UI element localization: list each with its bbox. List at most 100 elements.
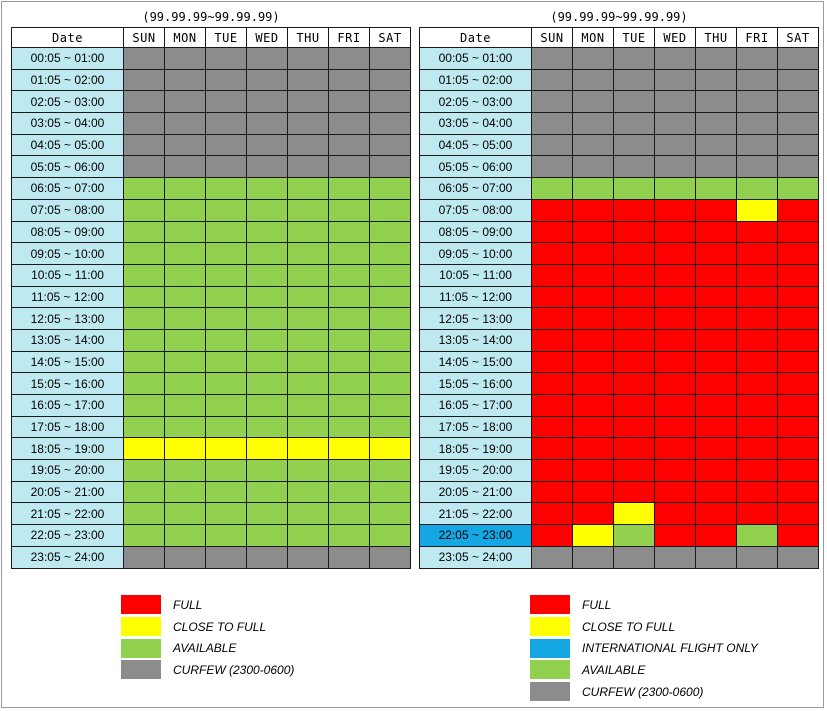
table-row: 02:05 ~ 03:00 (419, 90, 819, 114)
slot-status-cell (328, 68, 370, 92)
table-row: 09:05 ~ 10:00 (11, 242, 411, 265)
slot-status-cell (123, 350, 165, 374)
slot-status-cell (205, 112, 247, 135)
slot-status-cell (572, 328, 614, 352)
table-row: 01:05 ~ 02:00 (419, 68, 819, 92)
slot-status-cell (572, 47, 614, 70)
slot-status-cell (572, 502, 614, 526)
slot-status-cell (613, 133, 655, 157)
slot-status-cell (777, 524, 819, 547)
slot-status-cell (695, 502, 737, 526)
slot-status-cell (572, 112, 614, 135)
slot-status-cell (695, 198, 737, 222)
slot-status-cell (164, 285, 206, 309)
slot-status-cell (777, 285, 819, 309)
legend-item: CURFEW (2300-0600) (530, 681, 758, 703)
time-slot-label: 10:05 ~ 11:00 (11, 263, 124, 287)
slot-status-cell (123, 502, 165, 526)
slot-status-cell (205, 155, 247, 179)
table-row: 05:05 ~ 06:00 (419, 155, 819, 179)
slot-status-cell (164, 68, 206, 92)
slot-status-cell (531, 242, 573, 265)
table-row: 02:05 ~ 03:00 (11, 90, 411, 114)
slot-status-cell (531, 307, 573, 330)
time-slot-label: 05:05 ~ 06:00 (11, 155, 124, 179)
slot-status-cell (123, 545, 165, 569)
slot-status-cell (695, 263, 737, 287)
date-range-label: (99.99.99~99.99.99) (142, 10, 280, 24)
date-column-header: Date (419, 27, 532, 48)
time-slot-label: 14:05 ~ 15:00 (11, 350, 124, 374)
slot-status-cell (123, 133, 165, 157)
slot-status-cell (328, 198, 370, 222)
table-row: 20:05 ~ 21:00 (11, 480, 411, 504)
slot-status-cell (123, 307, 165, 330)
table-row: 05:05 ~ 06:00 (11, 155, 411, 179)
slot-status-cell (369, 394, 411, 417)
slot-status-cell (695, 242, 737, 265)
schedule-table: Date SUN MON TUE WED THU FRI SAT 00:05 ~ 01:00 01… (11, 27, 411, 569)
time-slot-label: 06:05 ~ 07:00 (11, 177, 124, 200)
slot-status-cell (164, 177, 206, 200)
slot-status-cell (531, 47, 573, 70)
slot-status-cell (164, 133, 206, 157)
slot-status-cell (613, 155, 655, 179)
legend-swatch (121, 660, 161, 680)
slot-status-cell (736, 415, 778, 439)
date-column-header: Date (11, 27, 124, 48)
slot-status-cell (205, 307, 247, 330)
slot-status-cell (613, 198, 655, 222)
slot-status-cell (531, 350, 573, 374)
legend-swatch (530, 595, 570, 615)
slot-status-cell (572, 263, 614, 287)
slot-status-cell (736, 198, 778, 222)
legend-label: CURFEW (2300-0600) (173, 662, 295, 677)
slot-status-cell (695, 415, 737, 439)
table-row: 10:05 ~ 11:00 (11, 263, 411, 287)
day-column-header: MON (572, 27, 614, 48)
table-row: 15:05 ~ 16:00 (11, 372, 411, 395)
slot-status-cell (287, 437, 329, 461)
slot-status-cell (246, 198, 288, 222)
time-slot-label: 18:05 ~ 19:00 (419, 437, 532, 461)
table-row: 15:05 ~ 16:00 (419, 372, 819, 395)
slot-status-cell (531, 394, 573, 417)
legend-item: CLOSE TO FULL (530, 616, 758, 638)
slot-status-cell (164, 220, 206, 244)
slot-status-cell (531, 133, 573, 157)
time-slot-label: 07:05 ~ 08:00 (419, 198, 532, 222)
slot-status-cell (777, 307, 819, 330)
slot-status-cell (164, 263, 206, 287)
slot-status-cell (613, 177, 655, 200)
time-slot-label: 23:05 ~ 24:00 (11, 545, 124, 569)
slot-status-cell (164, 524, 206, 547)
slot-status-cell (777, 545, 819, 569)
time-slot-label: 19:05 ~ 20:00 (11, 459, 124, 482)
legend-label: INTERNATIONAL FLIGHT ONLY (582, 641, 758, 656)
slot-status-cell (164, 502, 206, 526)
day-column-header: SAT (777, 27, 819, 48)
slot-status-cell (369, 437, 411, 461)
slot-status-cell (246, 372, 288, 395)
slot-status-cell (205, 177, 247, 200)
slot-status-cell (123, 90, 165, 114)
slot-status-cell (777, 155, 819, 179)
time-slot-label: 06:05 ~ 07:00 (419, 177, 532, 200)
day-column-header: THU (287, 27, 329, 48)
slot-status-cell (369, 198, 411, 222)
slot-status-cell (572, 198, 614, 222)
legend-item: FULL (121, 594, 294, 616)
slot-status-cell (695, 307, 737, 330)
table-row: 19:05 ~ 20:00 (11, 459, 411, 482)
slot-status-cell (531, 524, 573, 547)
table-row: 00:05 ~ 01:00 (11, 47, 411, 70)
slot-status-cell (205, 90, 247, 114)
table-row: 06:05 ~ 07:00 (419, 177, 819, 200)
slot-status-cell (246, 480, 288, 504)
slot-status-cell (205, 502, 247, 526)
slot-status-cell (369, 220, 411, 244)
legend-item: CLOSE TO FULL (121, 616, 294, 638)
slot-status-cell (328, 133, 370, 157)
slot-status-cell (613, 394, 655, 417)
slot-status-cell (777, 480, 819, 504)
